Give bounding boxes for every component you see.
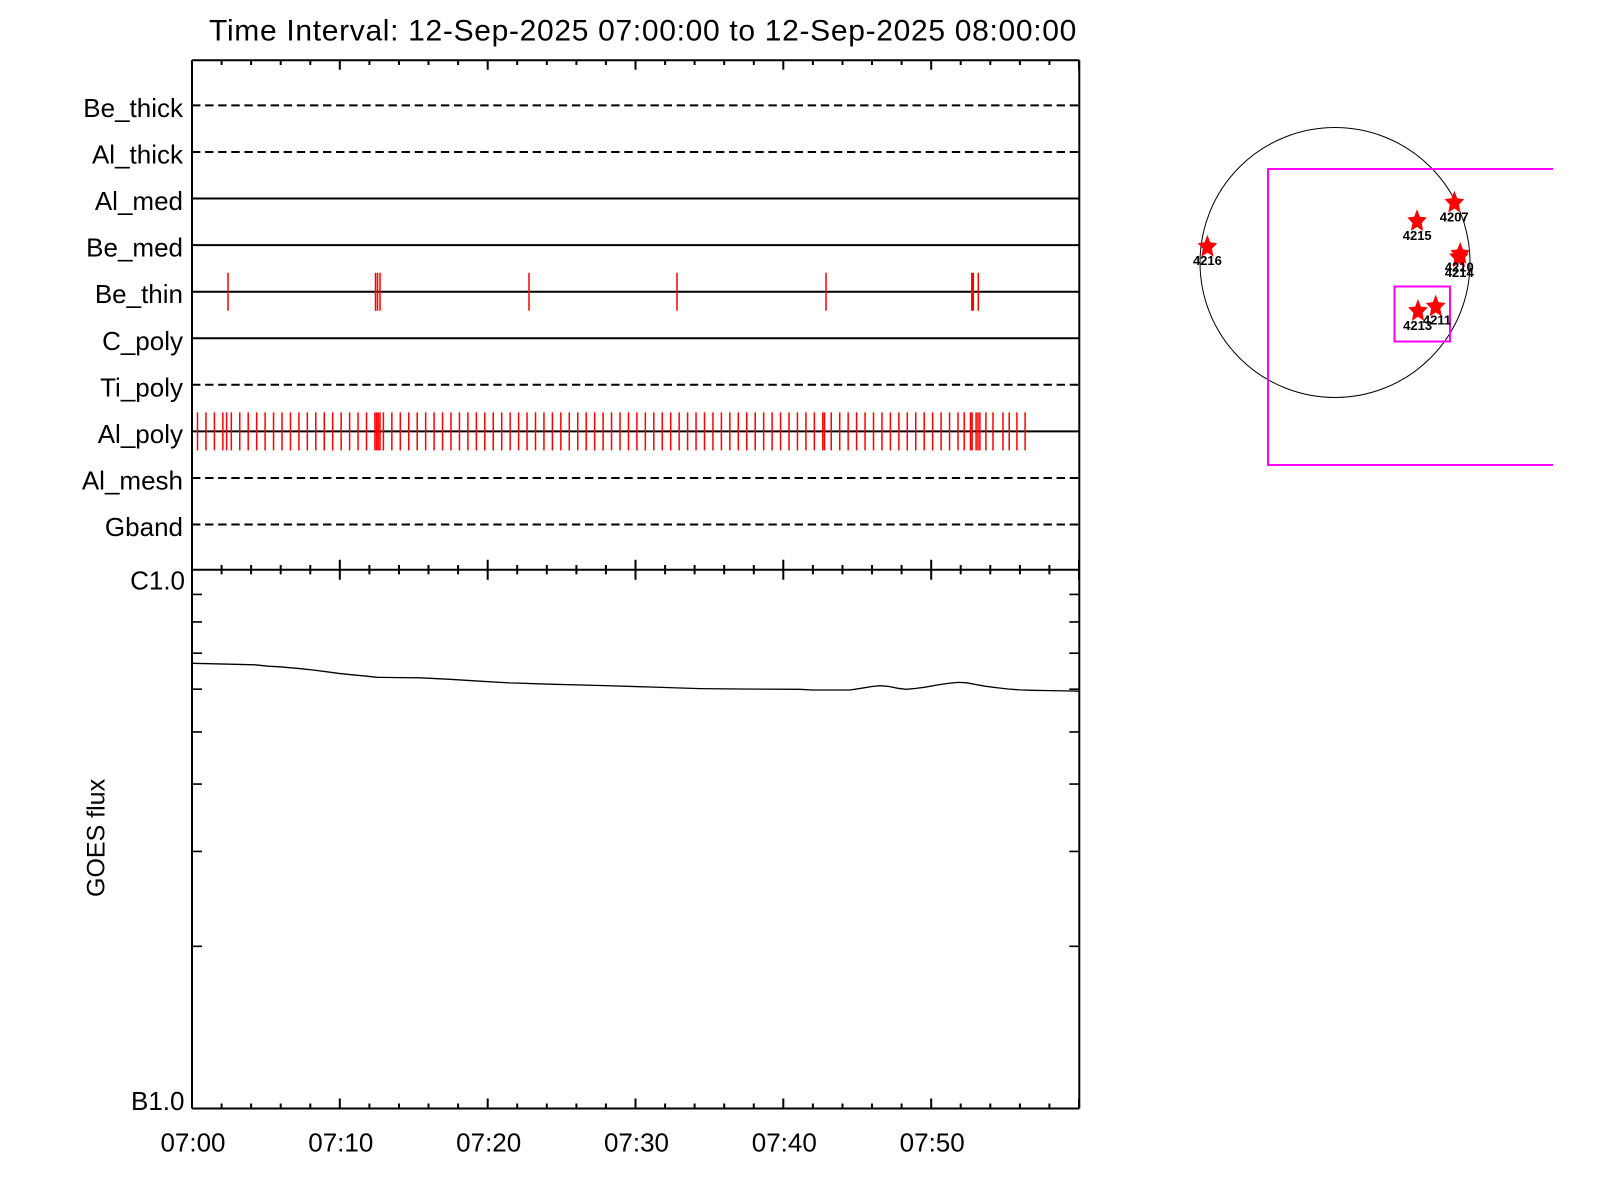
- svg-text:07:30: 07:30: [604, 1128, 669, 1158]
- svg-text:4207: 4207: [1440, 209, 1469, 224]
- svg-text:07:10: 07:10: [308, 1128, 373, 1158]
- svg-text:Be_med: Be_med: [86, 233, 183, 263]
- svg-text:4211: 4211: [1423, 313, 1451, 328]
- svg-text:Al_poly: Al_poly: [98, 419, 183, 449]
- svg-text:4216: 4216: [1193, 253, 1222, 268]
- svg-text:Al_thick: Al_thick: [92, 140, 184, 170]
- svg-text:Time Interval: 12-Sep-2025 07:: Time Interval: 12-Sep-2025 07:00:00 to 1…: [209, 15, 1077, 48]
- svg-text:07:00: 07:00: [160, 1128, 225, 1158]
- svg-text:Ti_poly: Ti_poly: [100, 372, 183, 402]
- svg-text:4215: 4215: [1403, 228, 1432, 243]
- svg-text:Gband: Gband: [105, 512, 183, 542]
- svg-text:07:50: 07:50: [900, 1128, 965, 1158]
- svg-text:Al_med: Al_med: [95, 186, 183, 216]
- svg-text:C_poly: C_poly: [102, 326, 183, 356]
- svg-text:4210: 4210: [1445, 260, 1474, 275]
- svg-text:4214: 4214: [1445, 265, 1475, 280]
- svg-text:C1.0: C1.0: [130, 566, 185, 596]
- svg-text:Al_mesh: Al_mesh: [82, 466, 183, 496]
- svg-text:Be_thick: Be_thick: [83, 93, 184, 123]
- svg-text:GOES flux: GOES flux: [83, 778, 111, 897]
- svg-text:07:40: 07:40: [752, 1128, 817, 1158]
- svg-text:Be_thin: Be_thin: [95, 279, 183, 309]
- svg-text:B1.0: B1.0: [131, 1086, 185, 1116]
- svg-text:07:20: 07:20: [456, 1128, 521, 1158]
- svg-text:4213: 4213: [1403, 318, 1432, 333]
